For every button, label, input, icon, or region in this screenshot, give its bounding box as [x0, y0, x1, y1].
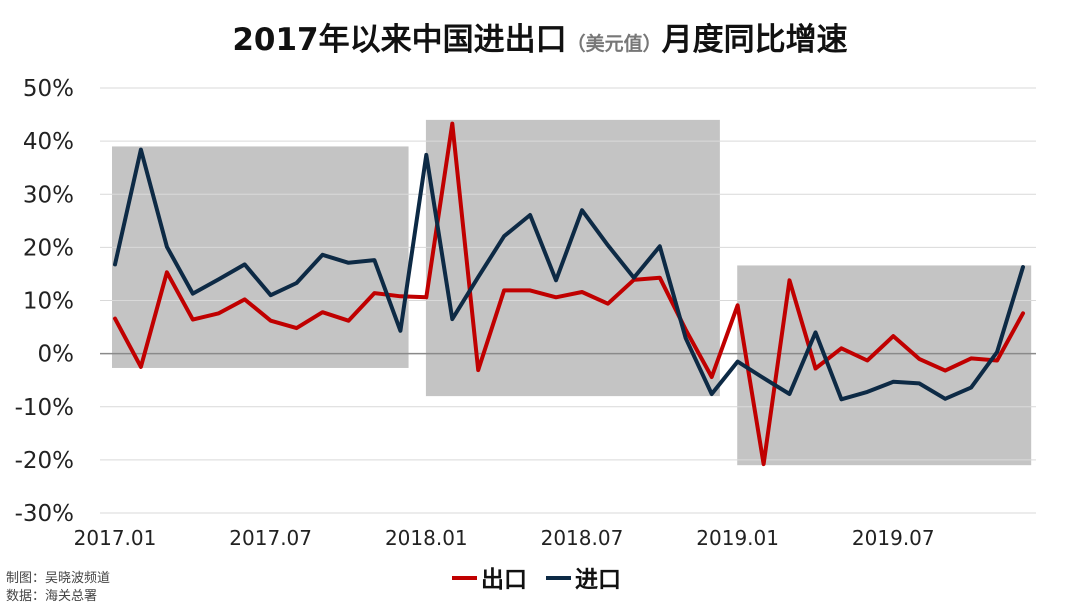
- x-tick-label: 2017.01: [74, 526, 157, 550]
- gridlines: [100, 87, 1036, 514]
- legend: 出口 进口: [452, 567, 621, 593]
- legend-label-imports: 进口: [575, 567, 621, 593]
- credit-source: 数据：海关总署: [6, 589, 97, 604]
- x-axis: 2017.01 2017.07 2018.01 2018.07 2019.01 2019.…: [74, 526, 935, 550]
- x-tick-label: 2019.01: [696, 526, 779, 550]
- title-part-2: （美元值）: [567, 32, 662, 55]
- series-line-imports: [113, 147, 1025, 402]
- y-tick-label: 20%: [23, 235, 74, 261]
- x-tick-label: 2018.01: [385, 526, 468, 550]
- title-part-3: 月度同比增速: [662, 22, 848, 58]
- y-tick-label: -20%: [15, 448, 74, 474]
- title-part-1: 2017年以来中国进出口: [232, 22, 566, 58]
- legend-label-exports: 出口: [481, 567, 527, 593]
- y-tick-label: -10%: [15, 395, 74, 421]
- shaded-period-2: [425, 119, 720, 397]
- credits: 制图：吴晓波频道 数据：海关总署: [6, 571, 110, 604]
- y-tick-label: 10%: [23, 289, 74, 315]
- x-tick-label: 2017.07: [229, 526, 312, 550]
- y-tick-label: 0%: [38, 342, 75, 368]
- x-tick-label: 2018.07: [541, 526, 624, 550]
- series-lines: [113, 121, 1025, 467]
- y-tick-label: -30%: [15, 501, 74, 527]
- y-axis: -30% -20% -10% 0% 10% 20% 30% 40% 50%: [15, 76, 74, 527]
- svg-text:2017年以来中国进出口（美元值）月度同比增速: 2017年以来中国进出口（美元值）月度同比增速: [232, 22, 847, 58]
- y-tick-label: 30%: [23, 182, 74, 208]
- x-tick-label: 2019.07: [852, 526, 935, 550]
- chart-title: 2017年以来中国进出口（美元值）月度同比增速: [232, 22, 847, 58]
- shaded-period-1: [112, 146, 409, 368]
- y-tick-label: 50%: [23, 76, 74, 102]
- y-tick-label: 40%: [23, 129, 74, 155]
- credit-author: 制图：吴晓波频道: [6, 571, 110, 586]
- series-line-exports: [113, 121, 1025, 467]
